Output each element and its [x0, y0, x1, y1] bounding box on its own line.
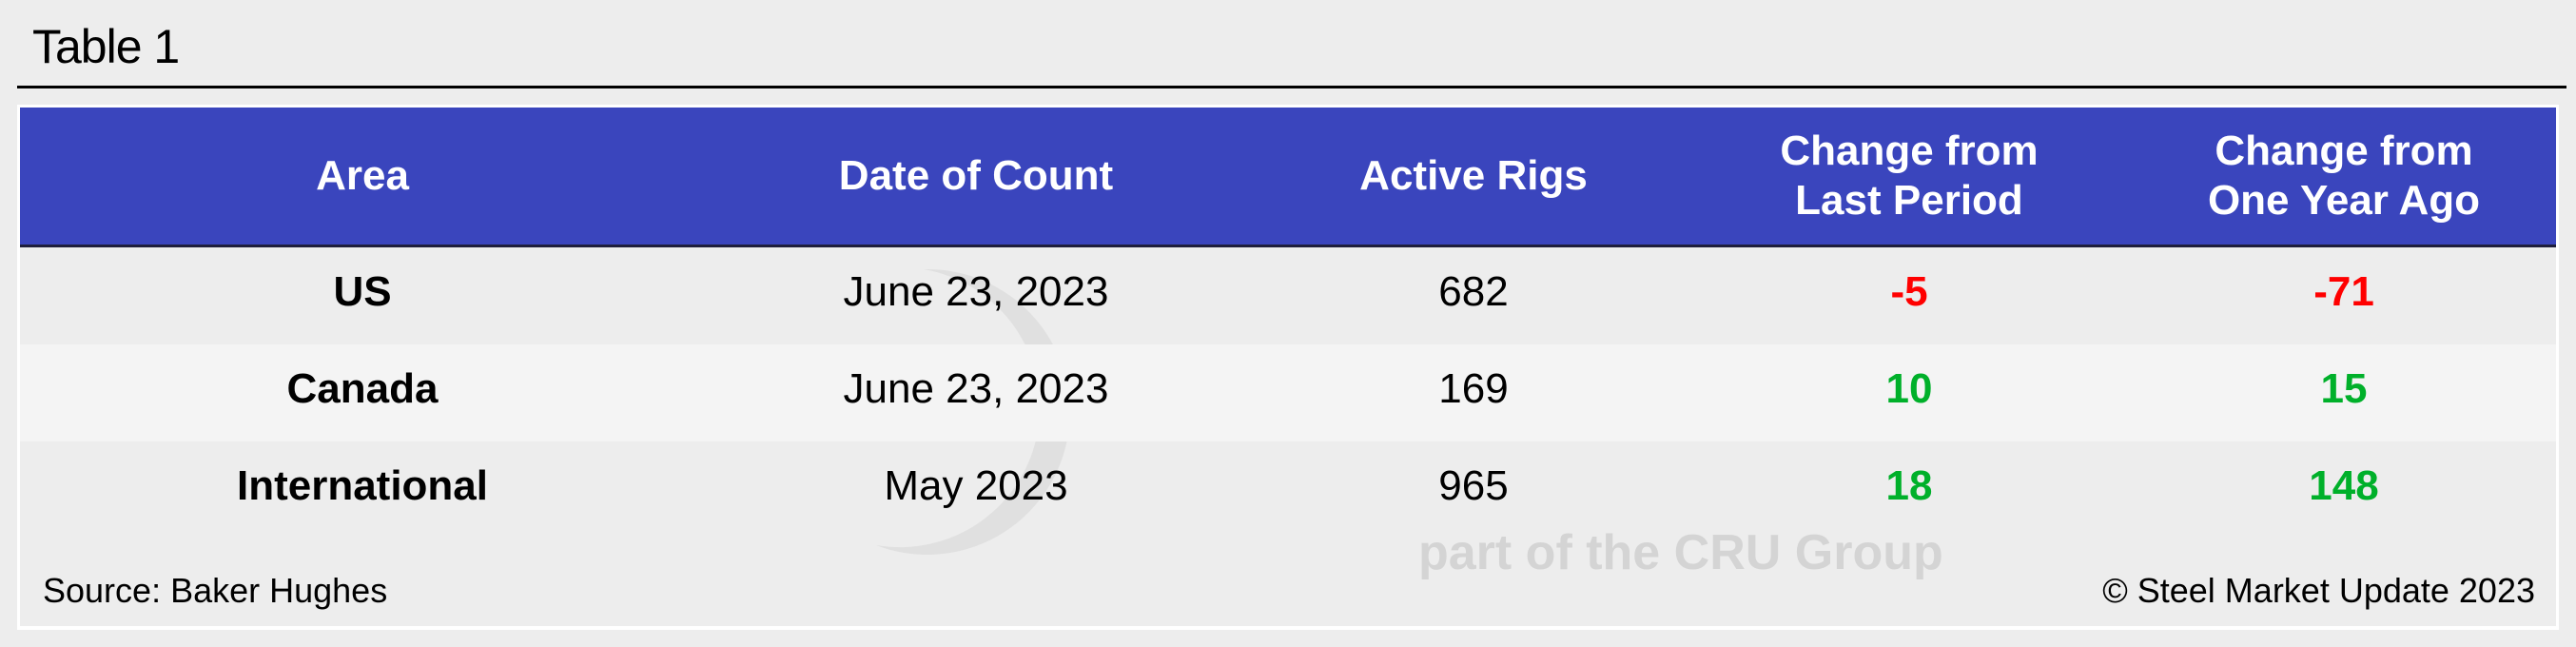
cell-change-year: -71 — [2313, 268, 2374, 315]
cell-change-year: 15 — [2320, 365, 2368, 412]
table-row: Canada June 23, 2023 169 10 15 — [20, 344, 2556, 441]
table-header: Area Date of Count Active Rigs Change fr… — [20, 108, 2556, 247]
cell-date: June 23, 2023 — [843, 365, 1109, 412]
header-change-year-line1: Change from — [2215, 127, 2473, 174]
table-panel: Area Date of Count Active Rigs Change fr… — [17, 105, 2559, 630]
cell-change-year: 148 — [2309, 462, 2379, 509]
header-change-year-line2: One Year Ago — [2207, 177, 2481, 224]
header-change-year: Change from One Year Ago — [2208, 127, 2480, 225]
table-row: International May 2023 965 18 148 — [20, 441, 2556, 539]
table-row: US June 23, 2023 682 -5 -71 — [20, 247, 2556, 344]
header-change-last: Change from Last Period — [1780, 127, 2038, 225]
header-area: Area — [316, 152, 409, 199]
cell-change-last: 10 — [1885, 365, 1933, 412]
header-change-last-line1: Change from — [1780, 127, 2039, 174]
header-rigs: Active Rigs — [1359, 152, 1588, 199]
cell-date: June 23, 2023 — [843, 268, 1109, 315]
header-date: Date of Count — [838, 152, 1114, 199]
cell-date: May 2023 — [884, 462, 1068, 509]
cell-change-last: -5 — [1890, 268, 1928, 315]
cell-rigs: 169 — [1438, 365, 1509, 412]
table-title: Table 1 — [32, 20, 180, 73]
cell-rigs: 965 — [1438, 462, 1509, 509]
cell-rigs: 682 — [1438, 268, 1509, 315]
copyright-note: © Steel Market Update 2023 — [2102, 571, 2535, 610]
title-divider — [17, 86, 2566, 88]
cell-area: Canada — [286, 365, 439, 412]
cell-change-last: 18 — [1885, 462, 1933, 509]
source-note: Source: Baker Hughes — [43, 571, 388, 610]
header-change-last-line2: Last Period — [1795, 177, 2023, 224]
cell-area: International — [236, 462, 489, 509]
cell-area: US — [333, 268, 392, 315]
